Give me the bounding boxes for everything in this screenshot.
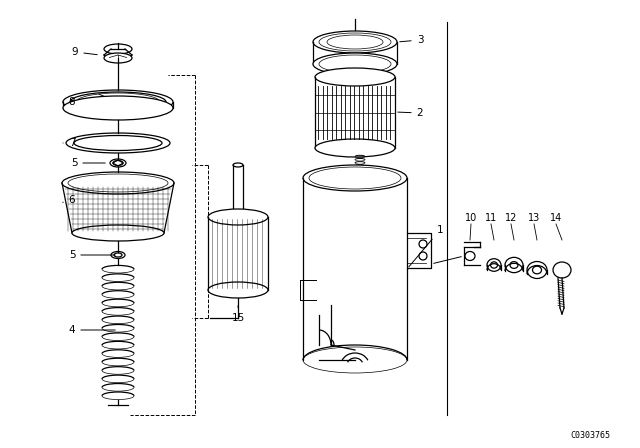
Ellipse shape: [63, 90, 173, 114]
Ellipse shape: [74, 135, 162, 151]
Text: 1: 1: [409, 225, 444, 267]
Text: 15: 15: [232, 306, 244, 323]
Text: 6: 6: [63, 195, 76, 205]
Ellipse shape: [72, 225, 164, 241]
Ellipse shape: [313, 31, 397, 53]
Ellipse shape: [66, 133, 170, 153]
Ellipse shape: [111, 251, 125, 258]
Ellipse shape: [62, 172, 174, 194]
Text: 2: 2: [398, 108, 423, 118]
Ellipse shape: [532, 266, 541, 274]
Ellipse shape: [110, 159, 126, 167]
Text: 8: 8: [63, 97, 76, 107]
Ellipse shape: [113, 160, 123, 165]
Ellipse shape: [315, 68, 395, 86]
Text: C0303765: C0303765: [570, 431, 610, 439]
Text: 13: 13: [528, 213, 540, 223]
Text: 9: 9: [72, 47, 97, 57]
Text: 7: 7: [63, 138, 76, 148]
Text: 11: 11: [485, 213, 497, 223]
Text: 10: 10: [465, 213, 477, 223]
Ellipse shape: [465, 251, 475, 260]
Ellipse shape: [104, 53, 132, 63]
Ellipse shape: [233, 163, 243, 167]
Ellipse shape: [208, 209, 268, 225]
Ellipse shape: [114, 253, 122, 257]
Text: 5: 5: [70, 158, 105, 168]
Text: 4: 4: [68, 325, 115, 335]
Ellipse shape: [233, 211, 243, 215]
Text: 3: 3: [400, 35, 423, 45]
Ellipse shape: [490, 262, 497, 268]
Ellipse shape: [63, 96, 173, 120]
Ellipse shape: [208, 282, 268, 298]
Ellipse shape: [104, 44, 132, 54]
Text: 14: 14: [550, 213, 562, 223]
Ellipse shape: [315, 139, 395, 157]
Ellipse shape: [510, 262, 518, 268]
Ellipse shape: [505, 257, 523, 273]
Ellipse shape: [487, 258, 501, 271]
Ellipse shape: [303, 165, 407, 191]
Ellipse shape: [527, 262, 547, 279]
Ellipse shape: [113, 99, 123, 104]
Text: 12: 12: [505, 213, 517, 223]
Ellipse shape: [70, 92, 166, 112]
Text: 5: 5: [68, 250, 115, 260]
Ellipse shape: [313, 53, 397, 75]
Ellipse shape: [553, 262, 571, 278]
